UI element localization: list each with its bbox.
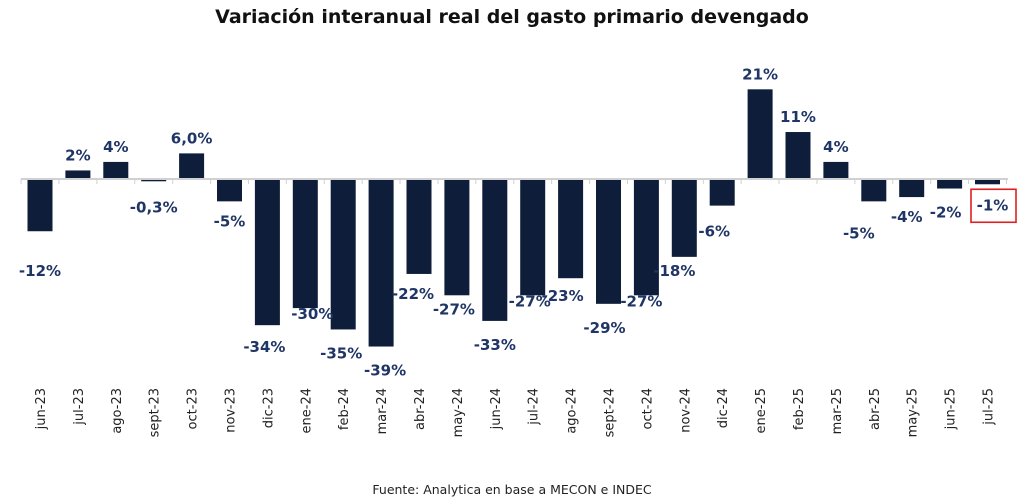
data-label-dic-23: -34%	[243, 338, 285, 356]
bar-abr-25	[861, 180, 887, 202]
bar-ago-23	[103, 161, 129, 179]
tick-label-dic-23: dic-23	[261, 388, 276, 428]
tick-label-oct-24: oct-24	[640, 388, 655, 429]
bar-may-25	[899, 180, 925, 198]
bar-feb-25	[785, 132, 811, 179]
bar-jul-25	[975, 180, 1000, 185]
data-label-jul-25: -1%	[977, 196, 1009, 214]
data-label-ago-24: -23%	[542, 287, 584, 305]
x-axis	[20, 178, 1008, 184]
bar-dic-23	[254, 180, 280, 326]
highlight-box	[970, 188, 1017, 224]
chart-title: Variación interanual real del gasto prim…	[215, 6, 809, 28]
data-label-ago-23: 4%	[103, 138, 128, 156]
bar-ene-24	[292, 180, 318, 309]
tick-label-ago-24: ago-24	[565, 388, 580, 434]
bar-mar-25	[823, 161, 849, 179]
chart-source-note: Fuente: Analytica en base a MECON e INDE…	[372, 482, 652, 497]
data-label-nov-24: -18%	[653, 262, 695, 280]
tick-label-abr-25: abr-25	[868, 388, 883, 430]
tick-label-jul-24: jul-24	[527, 388, 542, 426]
data-label-oct-23: 6,0%	[171, 129, 213, 147]
tick-label-feb-24: feb-24	[337, 388, 352, 430]
tick-label-ene-24: ene-24	[299, 388, 314, 433]
data-label-ene-24: -30%	[291, 305, 333, 323]
tick-label-feb-25: feb-25	[792, 388, 807, 430]
tick-label-jun-23: jun-23	[34, 388, 49, 430]
bar-jun-23	[27, 180, 53, 232]
bar-feb-24	[330, 180, 356, 330]
bar-mar-24	[368, 180, 394, 347]
x-tick-labels-group: jun-23 jul-23 ago-23 sept-23 oct-23 nov-23 dic…	[34, 388, 997, 437]
tick-label-mar-24: mar-24	[375, 388, 390, 434]
data-label-sept-24: -29%	[583, 319, 625, 337]
data-label-jul-24: -27%	[509, 292, 551, 310]
bar-ago-24	[558, 180, 584, 279]
data-label-mar-24: -39%	[364, 362, 406, 380]
data-label-abr-24: -22%	[392, 285, 434, 303]
tick-label-abr-24: abr-24	[413, 388, 428, 430]
data-label-may-24: -27%	[433, 300, 475, 318]
data-label-jun-25: -2%	[930, 204, 962, 222]
tick-label-sept-24: sept-24	[603, 388, 618, 437]
data-label-jul-23: 2%	[65, 146, 90, 164]
data-labels-group: -12% 2% 4% -0,3% 6,0% -5% -34% -30% -35%-39% -22%…	[19, 65, 1017, 380]
bar-jun-24	[482, 180, 508, 321]
bar-jul-24	[520, 180, 546, 296]
tick-label-may-24: may-24	[451, 388, 466, 437]
bar-may-24	[444, 180, 470, 296]
bar-jun-25	[937, 180, 963, 189]
data-label-nov-23: -5%	[214, 212, 246, 230]
bar-nov-24	[671, 180, 697, 257]
bar-nov-23	[217, 180, 242, 202]
tick-label-sept-23: sept-23	[148, 388, 163, 437]
bars-group	[27, 89, 1000, 347]
bar-oct-24	[633, 180, 659, 296]
data-label-ene-25: 21%	[742, 65, 778, 83]
data-label-jun-23: -12%	[19, 262, 61, 280]
tick-label-mar-25: mar-25	[830, 388, 845, 434]
tick-label-may-25: may-25	[906, 388, 921, 437]
bar-sept-24	[596, 180, 621, 304]
data-label-feb-24: -35%	[320, 344, 362, 362]
tick-label-jul-23: jul-23	[72, 388, 87, 426]
tick-label-jul-25: jul-25	[982, 388, 997, 426]
tick-label-nov-24: nov-24	[678, 388, 693, 433]
data-label-jun-24: -33%	[474, 336, 516, 354]
bar-dic-24	[709, 180, 735, 206]
data-label-may-25: -4%	[891, 208, 923, 226]
data-label-sept-23: -0,3%	[130, 198, 178, 216]
tick-label-oct-23: oct-23	[186, 388, 201, 429]
tick-label-dic-24: dic-24	[716, 388, 731, 428]
tick-label-jun-24: jun-24	[489, 388, 504, 430]
bar-abr-24	[406, 180, 432, 274]
tick-label-ene-25: ene-25	[754, 388, 769, 433]
bar-sept-23	[141, 180, 167, 182]
data-label-oct-24: -27%	[620, 292, 662, 310]
data-label-dic-24: -6%	[698, 223, 730, 241]
tick-label-ago-23: ago-23	[110, 388, 125, 434]
data-label-abr-25: -5%	[843, 224, 875, 242]
bar-oct-23	[179, 153, 205, 179]
tick-label-nov-23: nov-23	[224, 388, 239, 433]
tick-label-jun-25: jun-25	[944, 388, 959, 430]
data-label-mar-25: 4%	[823, 138, 848, 156]
bar-ene-25	[747, 89, 773, 179]
data-label-feb-25: 11%	[780, 108, 816, 126]
bar-jul-23	[65, 170, 91, 179]
